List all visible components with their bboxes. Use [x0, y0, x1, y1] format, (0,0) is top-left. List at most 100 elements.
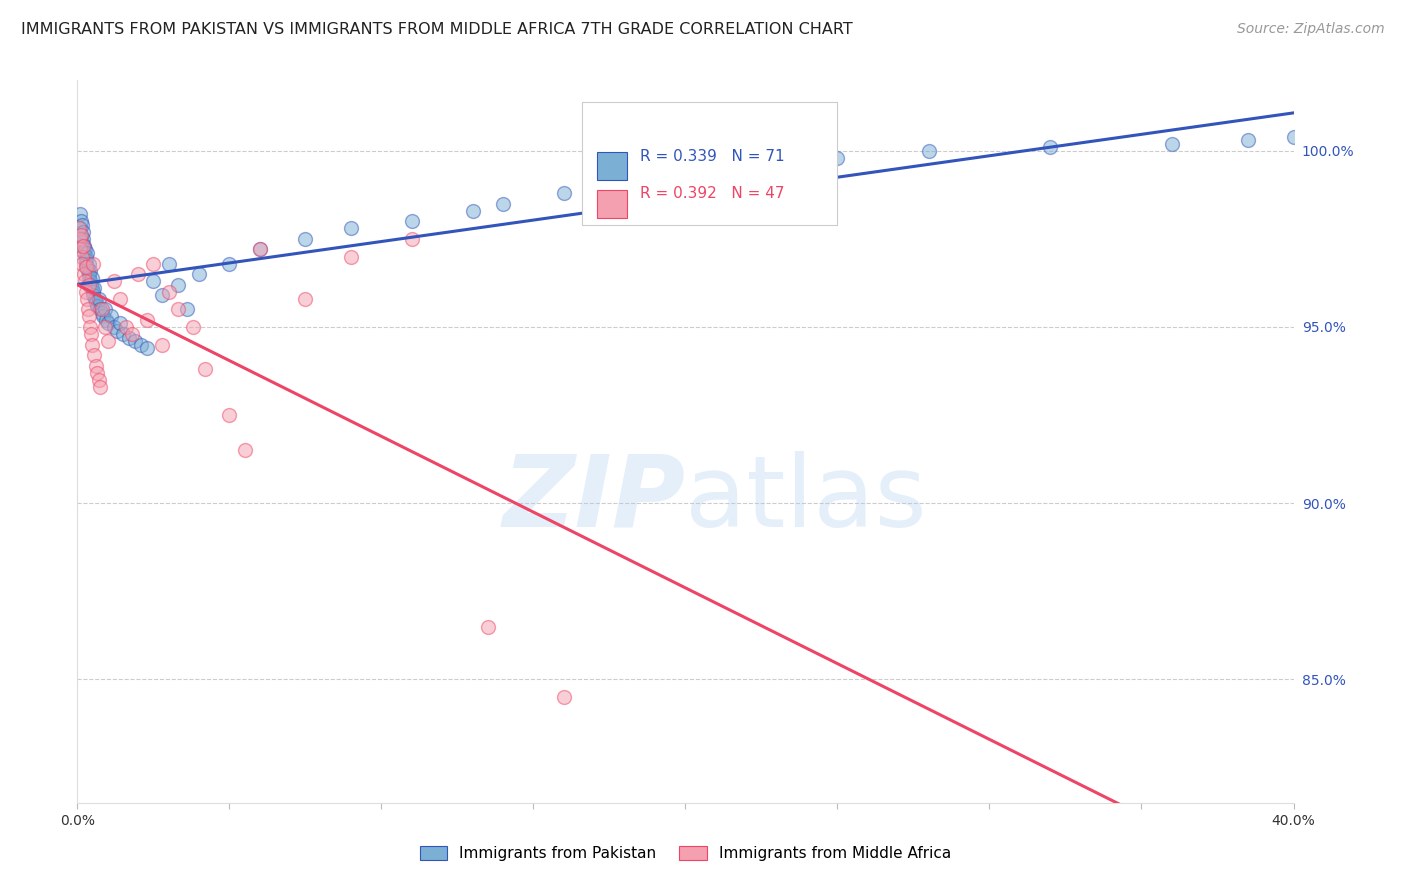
Point: [82, 288, 104, 302]
Point: [76, 246, 98, 260]
Point: [80, 326, 103, 341]
Text: IMMIGRANTS FROM PAKISTAN VS IMMIGRANTS FROM MIDDLE AFRICA 7TH GRADE CORRELATION : IMMIGRANTS FROM PAKISTAN VS IMMIGRANTS F…: [21, 22, 853, 37]
Point: [121, 326, 143, 341]
Point: [75, 285, 97, 299]
Point: [166, 277, 188, 292]
Point: [461, 203, 484, 218]
Point: [77, 302, 100, 317]
Point: [89, 302, 111, 317]
Point: [67, 232, 90, 246]
Point: [613, 179, 636, 194]
Point: [84, 359, 107, 373]
Point: [86, 299, 108, 313]
Point: [72, 256, 94, 270]
Point: [73, 243, 96, 257]
Point: [69, 243, 91, 257]
Text: atlas: atlas: [686, 450, 927, 548]
Point: [152, 288, 174, 302]
Point: [75, 256, 97, 270]
Point: [76, 260, 98, 274]
Point: [111, 326, 134, 341]
Point: [194, 362, 217, 376]
Point: [84, 292, 107, 306]
Text: R = 0.392   N = 47: R = 0.392 N = 47: [640, 186, 785, 202]
Point: [83, 348, 105, 362]
Point: [176, 302, 198, 317]
Point: [79, 310, 101, 324]
Point: [1237, 133, 1260, 147]
Point: [91, 310, 114, 324]
Point: [142, 274, 165, 288]
Point: [340, 221, 363, 235]
Point: [1161, 136, 1184, 151]
Point: [77, 267, 100, 281]
Point: [340, 250, 363, 264]
Point: [82, 256, 104, 270]
Point: [127, 267, 149, 281]
Point: [73, 246, 96, 260]
Point: [87, 292, 110, 306]
Point: [70, 250, 93, 264]
Point: [79, 270, 101, 285]
Point: [152, 337, 174, 351]
FancyBboxPatch shape: [596, 190, 627, 218]
Point: [72, 239, 94, 253]
Point: [76, 292, 98, 306]
Point: [100, 310, 122, 324]
Point: [90, 302, 112, 317]
Point: [108, 292, 131, 306]
Point: [401, 232, 423, 246]
Point: [294, 232, 316, 246]
Point: [75, 253, 97, 268]
Point: [72, 235, 94, 250]
Point: [72, 225, 94, 239]
Point: [492, 196, 515, 211]
Point: [553, 690, 575, 704]
Point: [83, 281, 105, 295]
Point: [118, 330, 141, 344]
Point: [105, 324, 128, 338]
Point: [249, 243, 271, 257]
Point: [553, 186, 575, 200]
Point: [1282, 129, 1305, 144]
Point: [80, 270, 103, 285]
Point: [80, 281, 103, 295]
Point: [136, 341, 159, 355]
Point: [918, 144, 941, 158]
Point: [129, 337, 152, 351]
Point: [77, 263, 100, 277]
Point: [249, 243, 271, 257]
Point: [79, 320, 101, 334]
Point: [675, 172, 697, 186]
Point: [166, 302, 188, 317]
Point: [69, 207, 91, 221]
Point: [136, 313, 159, 327]
Point: [115, 320, 138, 334]
Point: [87, 373, 110, 387]
Point: [73, 239, 96, 253]
Point: [218, 408, 240, 422]
Text: Source: ZipAtlas.com: Source: ZipAtlas.com: [1237, 22, 1385, 37]
Point: [70, 214, 93, 228]
Point: [80, 337, 103, 351]
FancyBboxPatch shape: [582, 102, 838, 225]
Point: [70, 228, 93, 243]
Point: [69, 232, 91, 246]
Point: [96, 313, 118, 327]
Point: [218, 256, 240, 270]
Point: [70, 228, 93, 243]
Point: [80, 277, 103, 292]
Point: [108, 317, 131, 331]
Point: [157, 256, 180, 270]
Point: [103, 320, 125, 334]
Point: [827, 151, 849, 165]
Point: [67, 221, 90, 235]
Point: [157, 285, 180, 299]
Point: [73, 274, 96, 288]
Point: [477, 619, 499, 633]
Point: [75, 250, 97, 264]
Point: [73, 267, 96, 281]
Point: [84, 295, 107, 310]
Text: ZIP: ZIP: [502, 450, 686, 548]
Point: [103, 274, 125, 288]
